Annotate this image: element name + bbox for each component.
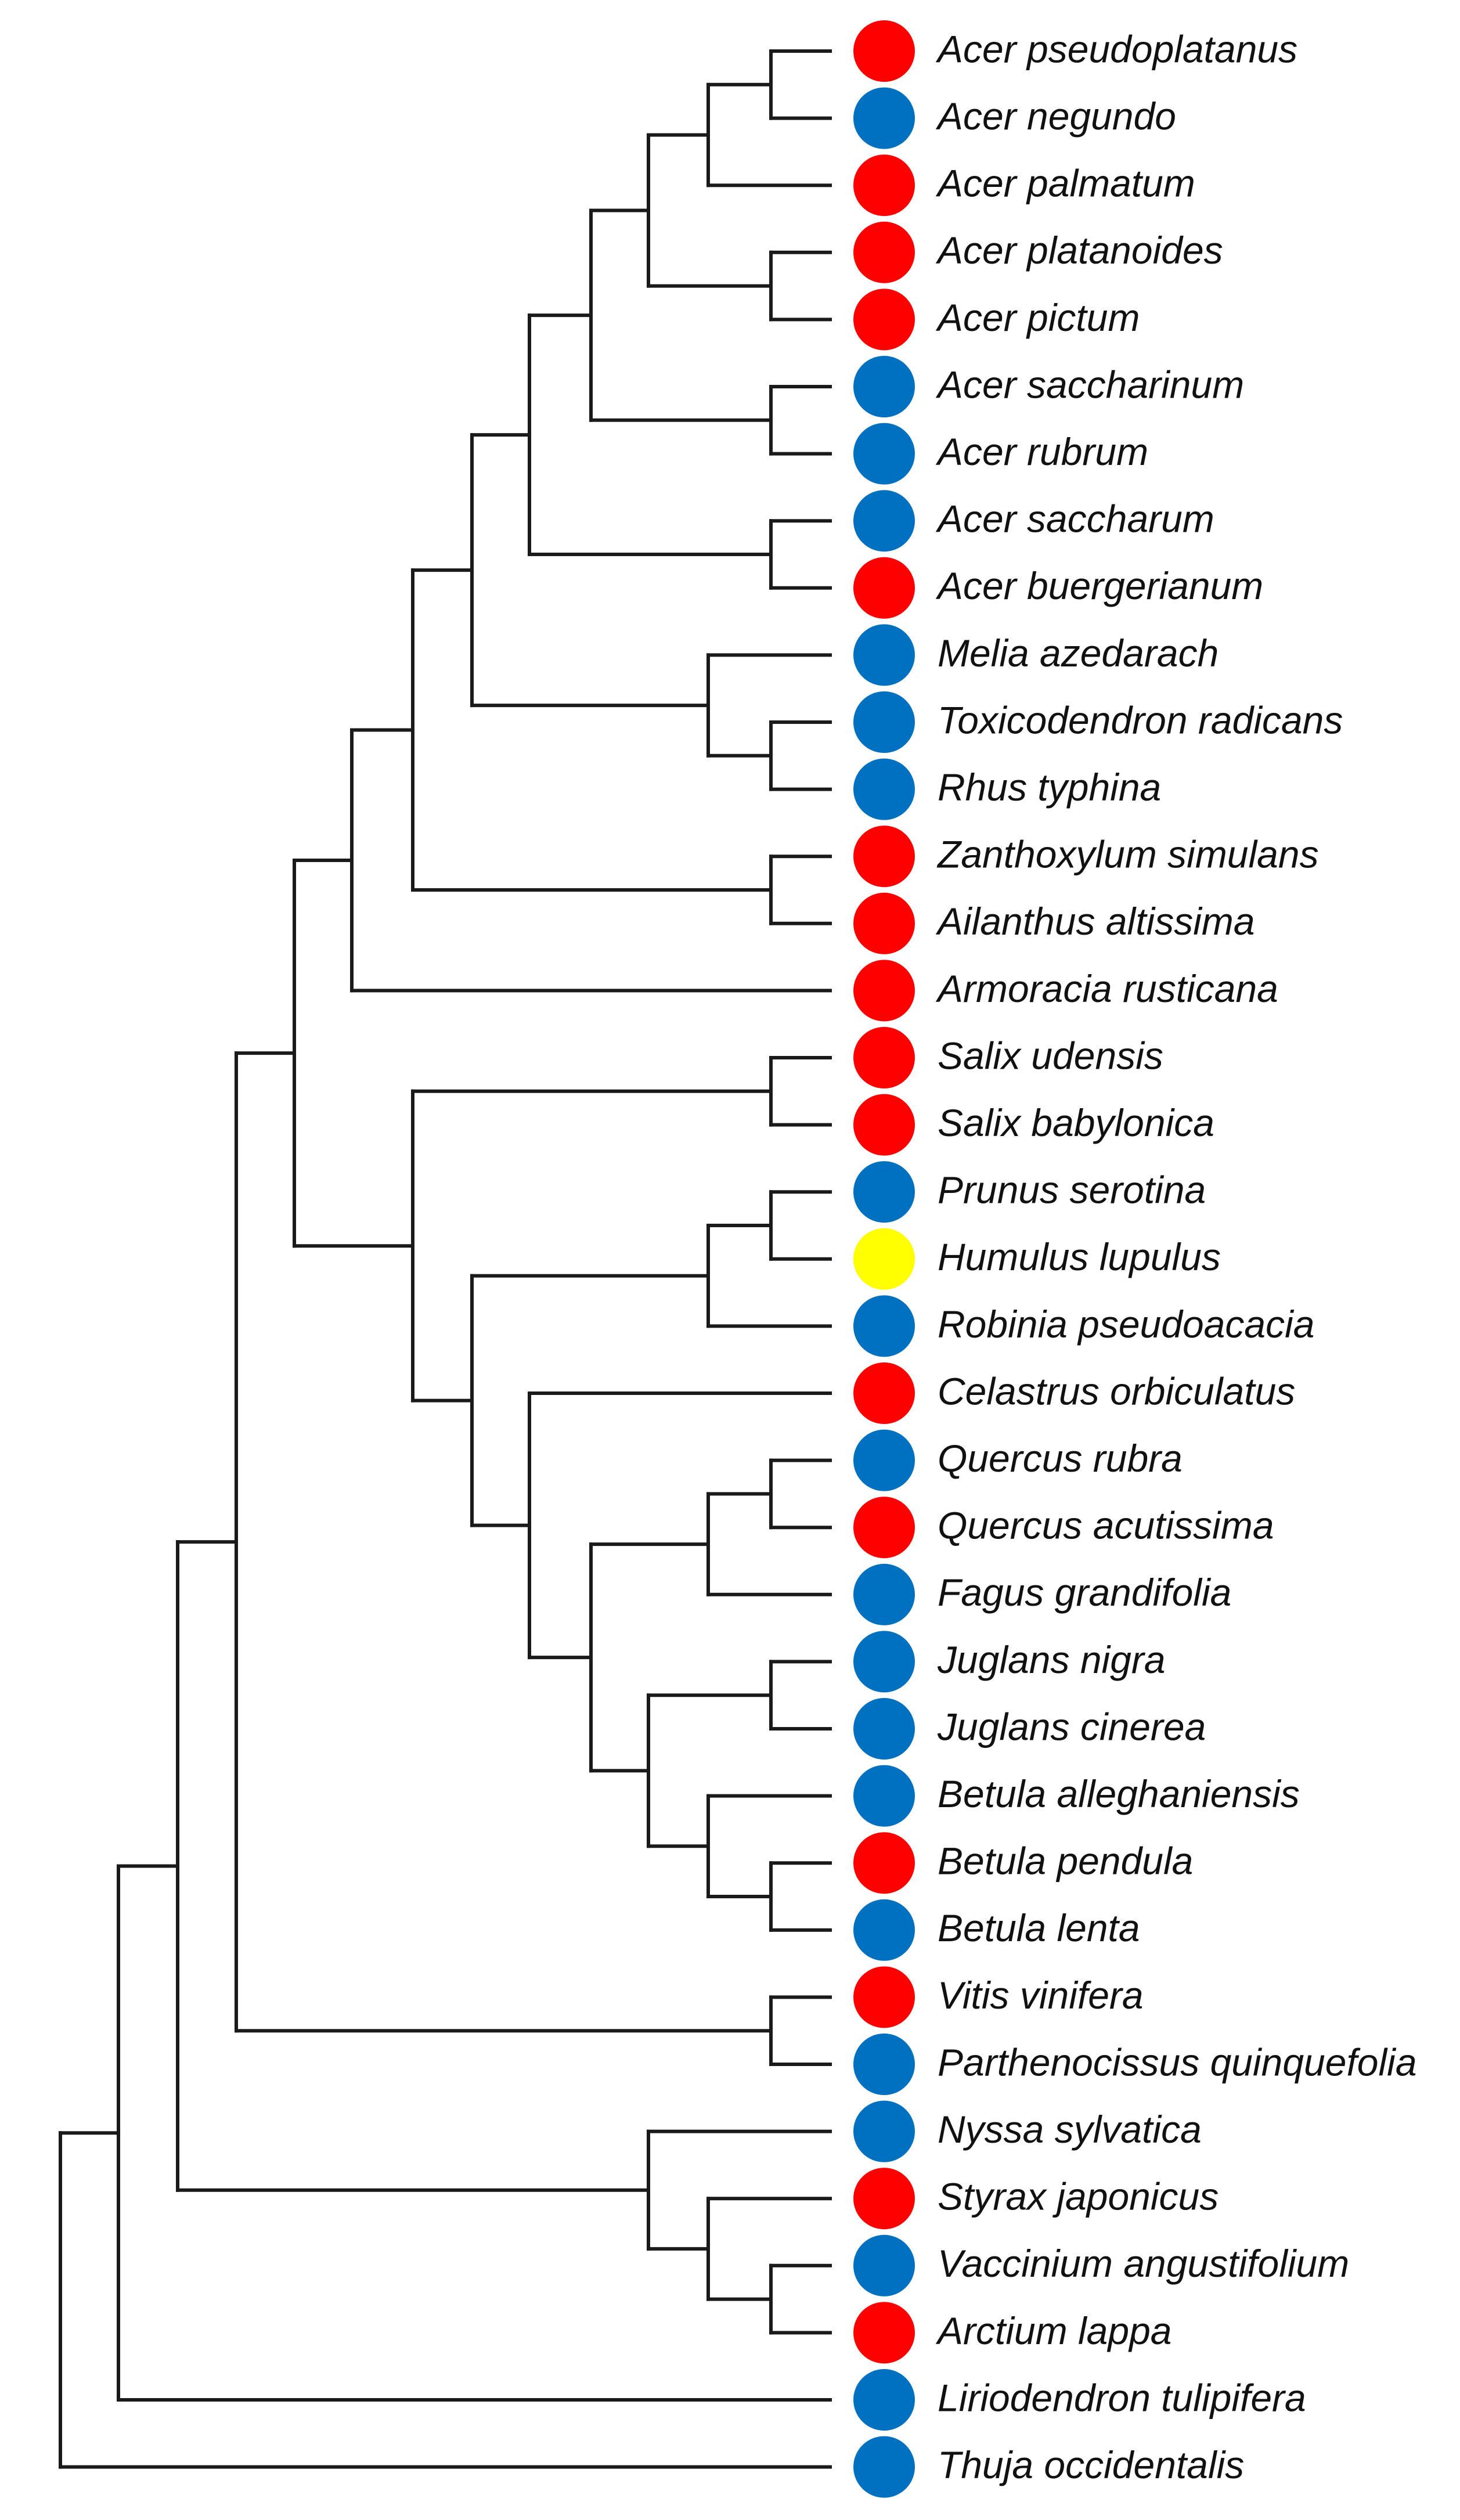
status-dot-blue bbox=[853, 1765, 915, 1827]
taxon-label: Vitis vinifera bbox=[938, 1974, 1144, 2017]
taxon-label: Acer saccharum bbox=[935, 497, 1214, 540]
status-dot-blue bbox=[853, 1161, 915, 1223]
taxon-label: Ailanthus altissima bbox=[935, 900, 1255, 943]
status-dot-blue bbox=[853, 691, 915, 753]
taxon-label: Prunus serotina bbox=[938, 1169, 1206, 1212]
status-dot-red bbox=[853, 1027, 915, 1088]
status-dot-red bbox=[853, 20, 915, 82]
status-dot-blue bbox=[853, 2369, 915, 2431]
taxon-label: Salix babylonica bbox=[938, 1101, 1214, 1144]
taxon-label: Robinia pseudoacacia bbox=[938, 1303, 1314, 1346]
taxon-label: Vaccinium angustifolium bbox=[938, 2242, 1349, 2285]
taxon-label: Acer negundo bbox=[935, 95, 1176, 138]
status-dot-red bbox=[853, 2168, 915, 2230]
taxon-label: Arctium lappa bbox=[935, 2309, 1172, 2352]
status-dot-blue bbox=[853, 87, 915, 149]
status-dot-blue bbox=[853, 1631, 915, 1693]
status-dot-blue bbox=[853, 1698, 915, 1760]
taxon-label: Salix udensis bbox=[938, 1034, 1163, 1077]
status-dot-blue bbox=[853, 2436, 915, 2498]
taxon-label: Styrax japonicus bbox=[938, 2175, 1219, 2218]
taxon-label: Armoracia rusticana bbox=[935, 967, 1278, 1010]
taxon-label: Acer saccharinum bbox=[935, 363, 1244, 406]
status-dot-red bbox=[853, 1497, 915, 1559]
status-dot-blue bbox=[853, 758, 915, 820]
taxon-label: Nyssa sylvatica bbox=[938, 2108, 1202, 2151]
status-dot-red bbox=[853, 1966, 915, 2028]
status-dot-blue bbox=[853, 1899, 915, 1961]
tree-tips: Acer pseudoplatanus Acer negundo Acer palm… bbox=[853, 20, 1417, 2498]
status-dot-red bbox=[853, 1832, 915, 1894]
taxon-label: Acer rubrum bbox=[935, 430, 1148, 473]
status-dot-red bbox=[853, 825, 915, 888]
taxon-label: Juglans cinerea bbox=[937, 1705, 1206, 1748]
status-dot-blue bbox=[853, 1429, 915, 1491]
status-dot-blue bbox=[853, 1295, 915, 1357]
tree-branches bbox=[59, 49, 832, 2469]
taxon-label: Juglans nigra bbox=[937, 1638, 1166, 1681]
status-dot-red bbox=[853, 289, 915, 351]
taxon-label: Liriodendron tulipifera bbox=[938, 2376, 1306, 2419]
taxon-label: Acer palmatum bbox=[935, 162, 1195, 205]
taxon-label: Quercus acutissima bbox=[938, 1504, 1274, 1547]
status-dot-blue bbox=[853, 356, 915, 417]
taxon-label: Humulus lupulus bbox=[938, 1235, 1221, 1278]
taxon-label: Fagus grandifolia bbox=[938, 1571, 1231, 1614]
taxon-label: Betula alleghaniensis bbox=[938, 1772, 1300, 1815]
status-dot-red bbox=[853, 557, 915, 619]
status-dot-blue bbox=[853, 624, 915, 686]
status-dot-red bbox=[853, 1094, 915, 1156]
status-dot-red bbox=[853, 892, 915, 954]
status-dot-blue bbox=[853, 2034, 915, 2095]
taxon-label: Quercus rubra bbox=[938, 1437, 1183, 1480]
taxon-label: Parthenocissus quinquefolia bbox=[938, 2040, 1417, 2083]
taxon-label: Melia azedarach bbox=[938, 632, 1219, 675]
status-dot-blue bbox=[853, 490, 915, 552]
taxon-label: Betula lenta bbox=[938, 1906, 1140, 1949]
taxon-label: Celastrus orbiculatus bbox=[938, 1369, 1295, 1412]
taxon-label: Acer pseudoplatanus bbox=[935, 27, 1297, 70]
status-dot-blue bbox=[853, 2234, 915, 2297]
status-dot-red bbox=[853, 154, 915, 217]
status-dot-red bbox=[853, 1362, 915, 1424]
taxon-label: Rhus typhina bbox=[938, 766, 1161, 809]
taxon-label: Acer pictum bbox=[935, 296, 1140, 339]
status-dot-red bbox=[853, 221, 915, 283]
taxon-label: Betula pendula bbox=[938, 1840, 1193, 1883]
taxon-label: Toxicodendron radicans bbox=[938, 698, 1343, 741]
status-dot-yellow bbox=[853, 1228, 915, 1290]
status-dot-blue bbox=[853, 1563, 915, 1625]
status-dot-blue bbox=[853, 2100, 915, 2162]
taxon-label: Thuja occidentalis bbox=[938, 2443, 1244, 2486]
status-dot-red bbox=[853, 2302, 915, 2364]
taxon-label: Acer buergerianum bbox=[935, 564, 1263, 607]
status-dot-red bbox=[853, 960, 915, 1022]
status-dot-blue bbox=[853, 423, 915, 485]
taxon-label: Acer platanoides bbox=[935, 229, 1223, 272]
taxon-label: Zanthoxylum simulans bbox=[936, 833, 1319, 876]
